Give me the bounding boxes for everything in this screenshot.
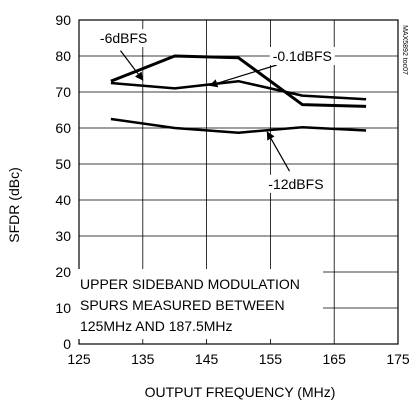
note-line-1: UPPER SIDEBAND MODULATION [80, 276, 300, 292]
series-line [110, 54, 367, 108]
series-line [110, 79, 367, 101]
y-tick-label: 0 [63, 336, 71, 352]
y-tick-label: 10 [55, 300, 71, 316]
series-label: -6dBFS [100, 30, 147, 46]
y-tick-label: 30 [55, 228, 71, 244]
note-line-3: 125MHz AND 187.5MHz [80, 318, 233, 334]
label-leader [119, 50, 144, 81]
x-tick-label: 175 [386, 351, 410, 367]
series-label: -0.1dBFS [273, 48, 332, 64]
series-label: -12dBFS [268, 176, 323, 192]
x-axis-title: OUTPUT FREQUENCY (MHz) [145, 384, 336, 400]
y-tick-label: 60 [55, 120, 71, 136]
y-tick-label: 70 [55, 84, 71, 100]
label-leader [266, 131, 291, 172]
note-line-2: SPURS MEASURED BETWEEN [80, 297, 285, 313]
y-tick-label: 20 [55, 264, 71, 280]
y-tick-label: 50 [55, 156, 71, 172]
x-tick-label: 145 [195, 351, 219, 367]
y-tick-label: 80 [55, 48, 71, 64]
y-tick-label: 90 [55, 12, 71, 28]
x-tick-label: 165 [323, 351, 347, 367]
series-line [110, 117, 367, 134]
note-box [77, 269, 323, 339]
series-labels: -0.1dBFS -6dBFS -12dBFS [96, 29, 335, 193]
x-tick-label: 125 [67, 351, 91, 367]
y-tick-label: 40 [55, 192, 71, 208]
x-tick-label: 155 [259, 351, 283, 367]
figure-id: MAX5892 toc07 [401, 25, 408, 75]
x-tick-label: 135 [131, 351, 155, 367]
label-leader [208, 64, 277, 88]
tick-labels: 125 135 145 155 165 175 0 10 20 30 40 50 60 70 80 90 [55, 12, 409, 367]
y-axis-title: SFDR (dBc) [6, 167, 22, 242]
series-layer [110, 54, 367, 134]
plot-frame [78, 19, 399, 345]
